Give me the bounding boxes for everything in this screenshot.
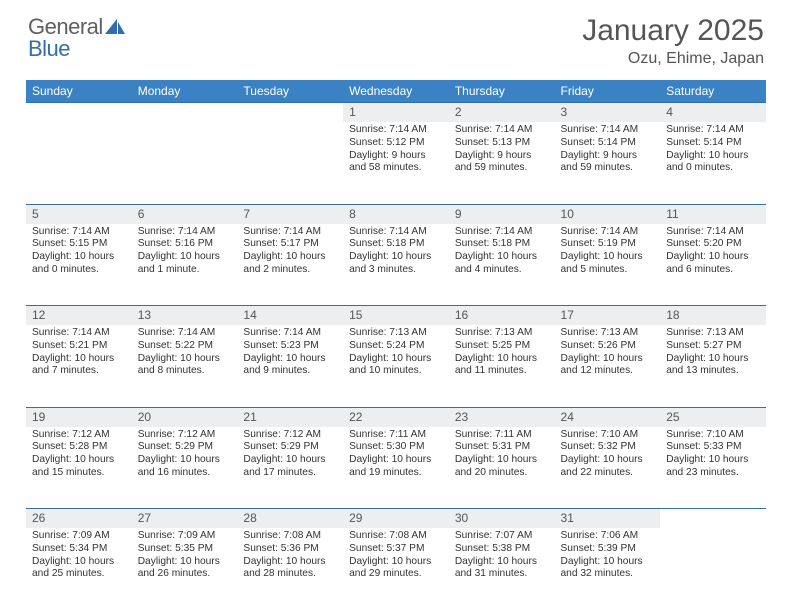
day-number-cell: 21 — [237, 407, 343, 427]
day-info-cell: Sunrise: 7:13 AMSunset: 5:27 PMDaylight:… — [660, 325, 766, 407]
day-info-cell: Sunrise: 7:12 AMSunset: 5:29 PMDaylight:… — [237, 427, 343, 509]
day-info-row: Sunrise: 7:09 AMSunset: 5:34 PMDaylight:… — [26, 528, 766, 610]
brand-logo: GeneralBlue — [28, 14, 127, 62]
location-label: Ozu, Ehime, Japan — [582, 50, 764, 68]
day-number-cell: 6 — [132, 204, 238, 224]
page-header: GeneralBlue January 2025 Ozu, Ehime, Jap… — [0, 0, 792, 72]
day-number-row: 12131415161718 — [26, 306, 766, 326]
day-info-cell: Sunrise: 7:14 AMSunset: 5:16 PMDaylight:… — [132, 224, 238, 306]
day-number-cell: 9 — [449, 204, 555, 224]
day-number-cell: 5 — [26, 204, 132, 224]
day-number-cell: 29 — [343, 509, 449, 529]
day-number-cell — [660, 509, 766, 529]
weekday-header: Friday — [555, 80, 661, 103]
weekday-header: Saturday — [660, 80, 766, 103]
day-number-cell: 7 — [237, 204, 343, 224]
day-number-cell: 28 — [237, 509, 343, 529]
day-info-cell: Sunrise: 7:14 AMSunset: 5:14 PMDaylight:… — [555, 122, 661, 204]
day-number-cell: 1 — [343, 103, 449, 123]
day-number-cell: 4 — [660, 103, 766, 123]
day-info-cell: Sunrise: 7:10 AMSunset: 5:33 PMDaylight:… — [660, 427, 766, 509]
month-title: January 2025 — [582, 14, 764, 48]
day-info-row: Sunrise: 7:14 AMSunset: 5:12 PMDaylight:… — [26, 122, 766, 204]
day-info-cell: Sunrise: 7:07 AMSunset: 5:38 PMDaylight:… — [449, 528, 555, 610]
day-info-cell: Sunrise: 7:14 AMSunset: 5:18 PMDaylight:… — [343, 224, 449, 306]
day-info-row: Sunrise: 7:14 AMSunset: 5:15 PMDaylight:… — [26, 224, 766, 306]
day-number-row: 567891011 — [26, 204, 766, 224]
day-info-cell: Sunrise: 7:14 AMSunset: 5:22 PMDaylight:… — [132, 325, 238, 407]
day-number-cell: 20 — [132, 407, 238, 427]
day-number-cell: 10 — [555, 204, 661, 224]
day-number-cell: 2 — [449, 103, 555, 123]
day-info-cell: Sunrise: 7:08 AMSunset: 5:37 PMDaylight:… — [343, 528, 449, 610]
day-info-cell: Sunrise: 7:12 AMSunset: 5:28 PMDaylight:… — [26, 427, 132, 509]
day-info-cell: Sunrise: 7:14 AMSunset: 5:21 PMDaylight:… — [26, 325, 132, 407]
day-info-cell: Sunrise: 7:14 AMSunset: 5:17 PMDaylight:… — [237, 224, 343, 306]
day-info-cell — [660, 528, 766, 610]
day-info-cell: Sunrise: 7:06 AMSunset: 5:39 PMDaylight:… — [555, 528, 661, 610]
day-number-row: 1234 — [26, 103, 766, 123]
day-number-cell: 27 — [132, 509, 238, 529]
day-info-cell: Sunrise: 7:14 AMSunset: 5:18 PMDaylight:… — [449, 224, 555, 306]
weekday-header-row: SundayMondayTuesdayWednesdayThursdayFrid… — [26, 80, 766, 103]
day-number-row: 19202122232425 — [26, 407, 766, 427]
day-number-cell — [26, 103, 132, 123]
weekday-header: Thursday — [449, 80, 555, 103]
day-number-cell: 30 — [449, 509, 555, 529]
day-number-cell: 15 — [343, 306, 449, 326]
day-info-cell: Sunrise: 7:14 AMSunset: 5:13 PMDaylight:… — [449, 122, 555, 204]
day-info-cell: Sunrise: 7:11 AMSunset: 5:31 PMDaylight:… — [449, 427, 555, 509]
day-info-cell — [237, 122, 343, 204]
day-info-cell: Sunrise: 7:14 AMSunset: 5:15 PMDaylight:… — [26, 224, 132, 306]
day-number-cell: 26 — [26, 509, 132, 529]
day-info-cell: Sunrise: 7:10 AMSunset: 5:32 PMDaylight:… — [555, 427, 661, 509]
day-number-cell: 18 — [660, 306, 766, 326]
brand-sail-icon — [105, 17, 127, 40]
day-number-cell: 31 — [555, 509, 661, 529]
day-info-cell: Sunrise: 7:13 AMSunset: 5:25 PMDaylight:… — [449, 325, 555, 407]
day-info-cell: Sunrise: 7:14 AMSunset: 5:19 PMDaylight:… — [555, 224, 661, 306]
calendar-table: SundayMondayTuesdayWednesdayThursdayFrid… — [26, 80, 766, 610]
day-info-cell: Sunrise: 7:12 AMSunset: 5:29 PMDaylight:… — [132, 427, 238, 509]
day-info-cell: Sunrise: 7:14 AMSunset: 5:23 PMDaylight:… — [237, 325, 343, 407]
day-number-cell: 23 — [449, 407, 555, 427]
day-number-cell: 3 — [555, 103, 661, 123]
day-number-cell: 24 — [555, 407, 661, 427]
day-number-row: 262728293031 — [26, 509, 766, 529]
day-number-cell — [132, 103, 238, 123]
day-number-cell: 11 — [660, 204, 766, 224]
weekday-header: Wednesday — [343, 80, 449, 103]
day-info-cell — [132, 122, 238, 204]
day-info-cell: Sunrise: 7:09 AMSunset: 5:34 PMDaylight:… — [26, 528, 132, 610]
weekday-header: Sunday — [26, 80, 132, 103]
day-info-cell: Sunrise: 7:11 AMSunset: 5:30 PMDaylight:… — [343, 427, 449, 509]
day-info-cell — [26, 122, 132, 204]
day-number-cell: 13 — [132, 306, 238, 326]
day-info-row: Sunrise: 7:14 AMSunset: 5:21 PMDaylight:… — [26, 325, 766, 407]
day-number-cell — [237, 103, 343, 123]
day-info-row: Sunrise: 7:12 AMSunset: 5:28 PMDaylight:… — [26, 427, 766, 509]
day-number-cell: 19 — [26, 407, 132, 427]
day-info-cell: Sunrise: 7:09 AMSunset: 5:35 PMDaylight:… — [132, 528, 238, 610]
day-number-cell: 12 — [26, 306, 132, 326]
day-info-cell: Sunrise: 7:08 AMSunset: 5:36 PMDaylight:… — [237, 528, 343, 610]
day-number-cell: 17 — [555, 306, 661, 326]
day-number-cell: 8 — [343, 204, 449, 224]
title-block: January 2025 Ozu, Ehime, Japan — [582, 14, 764, 68]
brand-part2: Blue — [28, 36, 70, 62]
day-info-cell: Sunrise: 7:14 AMSunset: 5:20 PMDaylight:… — [660, 224, 766, 306]
day-number-cell: 25 — [660, 407, 766, 427]
day-number-cell: 16 — [449, 306, 555, 326]
day-number-cell: 14 — [237, 306, 343, 326]
day-number-cell: 22 — [343, 407, 449, 427]
day-info-cell: Sunrise: 7:13 AMSunset: 5:26 PMDaylight:… — [555, 325, 661, 407]
weekday-header: Tuesday — [237, 80, 343, 103]
day-info-cell: Sunrise: 7:13 AMSunset: 5:24 PMDaylight:… — [343, 325, 449, 407]
day-info-cell: Sunrise: 7:14 AMSunset: 5:14 PMDaylight:… — [660, 122, 766, 204]
weekday-header: Monday — [132, 80, 238, 103]
day-info-cell: Sunrise: 7:14 AMSunset: 5:12 PMDaylight:… — [343, 122, 449, 204]
